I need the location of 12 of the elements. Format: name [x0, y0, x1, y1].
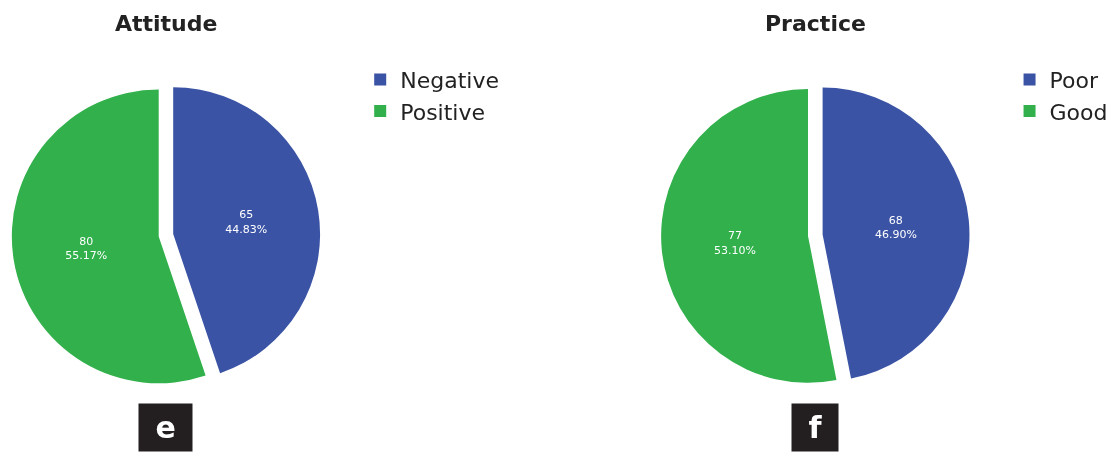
- legend-label: Poor: [1049, 68, 1099, 94]
- text: f: [798, 410, 832, 445]
- legend-label: Good: [1049, 99, 1108, 125]
- legend-label: Negative: [400, 68, 499, 94]
- legend-label: Positive: [400, 99, 486, 125]
- data-label: 80 55.17%: [65, 234, 108, 262]
- chart-title: Attitude: [115, 11, 218, 36]
- data-label: 77 53.10%: [713, 229, 756, 257]
- data-label: 68 46.90%: [874, 213, 917, 241]
- data-label: 65 44.83%: [225, 208, 268, 236]
- text: e: [145, 410, 187, 445]
- chart-title: Practice: [765, 11, 866, 36]
